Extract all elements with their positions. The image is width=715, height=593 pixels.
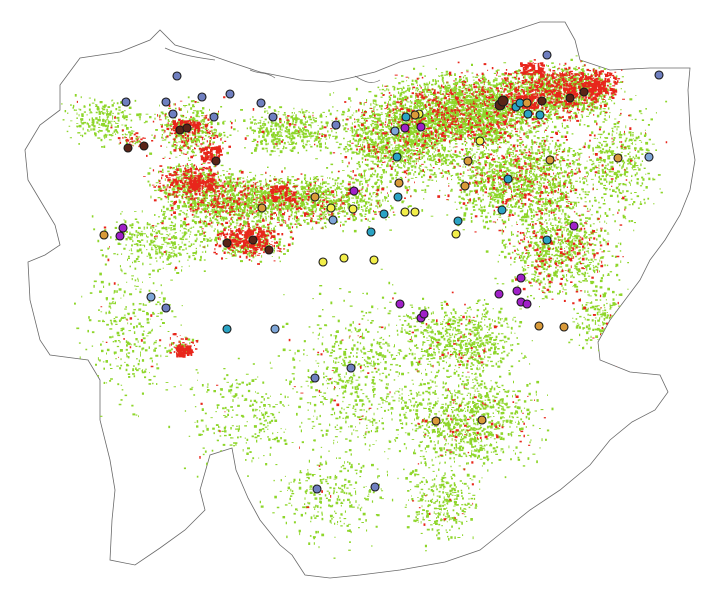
site-marker-slate-blue[interactable] (209, 112, 219, 122)
river-line (164, 47, 381, 83)
site-marker-teal[interactable] (401, 112, 411, 122)
site-marker-purple[interactable] (516, 273, 526, 283)
site-marker-dark-brown[interactable] (248, 235, 258, 245)
site-marker-slate-blue[interactable] (256, 98, 266, 108)
site-marker-slate-blue[interactable] (312, 484, 322, 494)
site-marker-teal[interactable] (222, 324, 232, 334)
built-up-layer (76, 59, 668, 526)
site-marker-dark-brown[interactable] (211, 156, 221, 166)
site-marker-orange[interactable] (613, 153, 623, 163)
site-marker-orange[interactable] (477, 415, 487, 425)
site-marker-slate-blue[interactable] (370, 482, 380, 492)
site-marker-dark-brown[interactable] (497, 95, 509, 107)
site-marker-orange[interactable] (545, 155, 555, 165)
site-marker-teal[interactable] (366, 227, 376, 237)
site-marker-dark-brown[interactable] (182, 123, 192, 133)
site-marker-purple[interactable] (115, 231, 125, 241)
site-marker-purple[interactable] (349, 186, 359, 196)
site-marker-orange[interactable] (310, 192, 320, 202)
site-marker-purple[interactable] (522, 299, 532, 309)
site-marker-purple[interactable] (419, 309, 429, 319)
site-marker-slate-blue[interactable] (331, 120, 341, 130)
site-marker-yellow[interactable] (326, 203, 336, 213)
site-marker-orange[interactable] (394, 178, 404, 188)
site-marker-teal[interactable] (392, 152, 402, 162)
site-marker-purple[interactable] (400, 123, 410, 133)
site-marker-yellow[interactable] (348, 204, 358, 214)
site-marker-orange[interactable] (257, 203, 267, 213)
site-marker-orange[interactable] (559, 322, 569, 332)
site-marker-orange[interactable] (460, 181, 470, 191)
site-marker-orange[interactable] (522, 98, 532, 108)
site-marker-dark-brown[interactable] (123, 143, 133, 153)
site-marker-dark-brown[interactable] (537, 96, 547, 106)
site-marker-purple[interactable] (416, 122, 426, 132)
site-marker-yellow[interactable] (410, 207, 420, 217)
site-marker-yellow[interactable] (451, 229, 461, 239)
site-marker-purple[interactable] (118, 223, 128, 233)
site-marker-slate-blue[interactable] (542, 50, 552, 60)
vegetation-layer (61, 55, 668, 559)
site-marker-yellow[interactable] (339, 253, 349, 263)
site-marker-slate-blue[interactable] (197, 92, 207, 102)
site-marker-dark-brown[interactable] (264, 245, 274, 255)
site-marker-slate-blue[interactable] (121, 97, 131, 107)
site-marker-slate-blue[interactable] (172, 71, 182, 81)
site-marker-slate-blue[interactable] (225, 89, 235, 99)
site-marker-orange[interactable] (534, 321, 544, 331)
site-marker-teal[interactable] (393, 192, 403, 202)
site-marker-purple[interactable] (494, 289, 504, 299)
site-marker-orange[interactable] (99, 230, 109, 240)
site-marker-slate-blue[interactable] (268, 112, 278, 122)
site-marker-teal[interactable] (523, 109, 533, 119)
site-marker-teal[interactable] (379, 209, 389, 219)
site-marker-slate-blue[interactable] (161, 303, 171, 313)
site-marker-teal[interactable] (497, 205, 507, 215)
site-marker-teal[interactable] (535, 110, 545, 120)
site-marker-slate-blue[interactable] (168, 109, 178, 119)
site-marker-yellow[interactable] (369, 255, 379, 265)
site-marker-light-blue[interactable] (146, 292, 156, 302)
site-marker-teal[interactable] (453, 216, 463, 226)
site-marker-slate-blue[interactable] (310, 373, 320, 383)
vegetation-patches (61, 55, 668, 559)
site-marker-dark-brown[interactable] (579, 87, 589, 97)
site-marker-orange[interactable] (431, 416, 441, 426)
site-marker-light-blue[interactable] (390, 126, 400, 136)
site-marker-yellow[interactable] (400, 207, 410, 217)
site-marker-purple[interactable] (569, 221, 579, 231)
site-marker-dark-brown[interactable] (565, 93, 575, 103)
study-region-boundary (24, 21, 696, 579)
site-marker-layer[interactable] (99, 50, 664, 494)
site-marker-dark-brown[interactable] (222, 238, 232, 248)
site-marker-teal[interactable] (542, 235, 552, 245)
site-marker-teal[interactable] (503, 174, 513, 184)
site-marker-light-blue[interactable] (328, 215, 338, 225)
site-marker-slate-blue[interactable] (346, 363, 356, 373)
site-marker-orange[interactable] (463, 156, 473, 166)
site-marker-slate-blue[interactable] (161, 97, 171, 107)
site-marker-purple[interactable] (512, 286, 522, 296)
site-marker-slate-blue[interactable] (654, 70, 664, 80)
site-marker-purple[interactable] (395, 299, 405, 309)
site-marker-light-blue[interactable] (270, 324, 280, 334)
built-up-patches (76, 59, 668, 526)
site-marker-yellow[interactable] (318, 257, 328, 267)
site-marker-light-blue[interactable] (644, 152, 654, 162)
site-marker-orange[interactable] (410, 110, 420, 120)
site-marker-dark-brown[interactable] (139, 141, 149, 151)
site-marker-yellow[interactable] (475, 136, 485, 146)
